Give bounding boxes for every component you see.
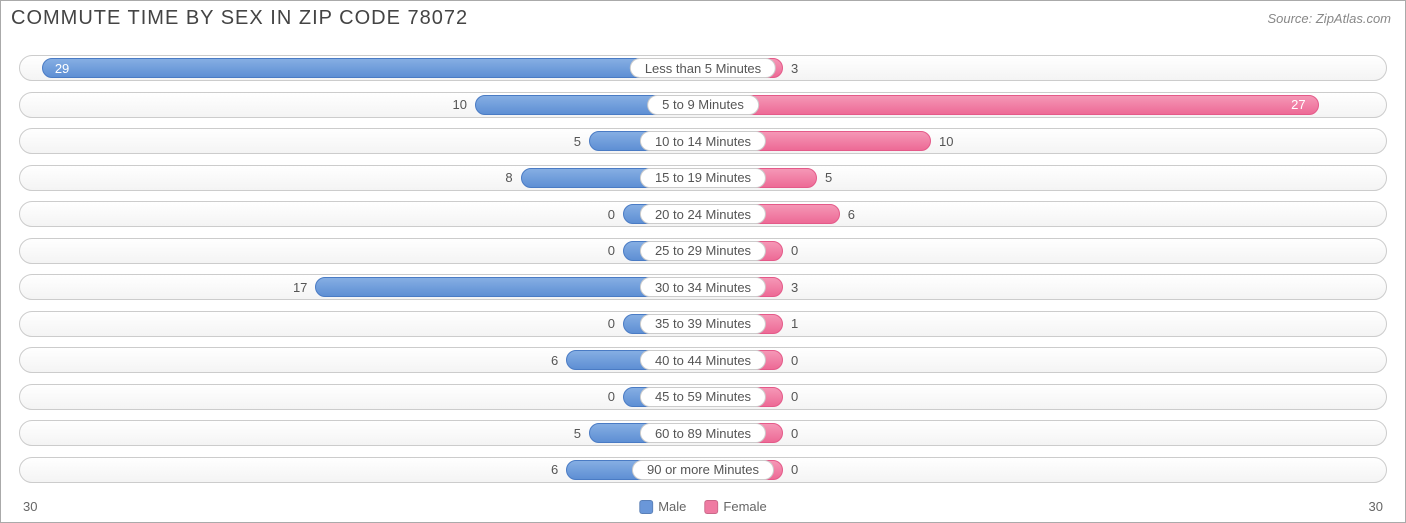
source-attribution: Source: ZipAtlas.com xyxy=(1267,11,1391,26)
category-label: 25 to 29 Minutes xyxy=(640,241,766,261)
bar-row: 6 0 90 or more Minutes xyxy=(19,457,1387,483)
bar-row: 0 0 45 to 59 Minutes xyxy=(19,384,1387,410)
female-value: 0 xyxy=(783,385,806,409)
male-value: 0 xyxy=(600,312,623,336)
female-value: 6 xyxy=(840,202,863,226)
legend-item-male: Male xyxy=(639,499,686,514)
male-value: 17 xyxy=(285,275,315,299)
category-label: 30 to 34 Minutes xyxy=(640,277,766,297)
bar-row: 10 27 5 to 9 Minutes xyxy=(19,92,1387,118)
male-value: 0 xyxy=(600,385,623,409)
male-value: 8 xyxy=(497,166,520,190)
male-value: 0 xyxy=(600,202,623,226)
female-value: 3 xyxy=(783,56,806,80)
bar-row: 29 3 Less than 5 Minutes xyxy=(19,55,1387,81)
female-bar: 27 xyxy=(703,95,1319,115)
female-value: 1 xyxy=(783,312,806,336)
axis-max-left: 30 xyxy=(23,499,37,514)
male-value: 10 xyxy=(445,93,475,117)
legend-swatch-female xyxy=(704,500,718,514)
category-label: 35 to 39 Minutes xyxy=(640,314,766,334)
bar-rows: 293Less than 5 Minutes10275 to 9 Minutes… xyxy=(19,55,1387,493)
chart-footer: 30 Male Female 30 xyxy=(19,494,1387,514)
male-value: 5 xyxy=(566,129,589,153)
legend-label-female: Female xyxy=(723,499,766,514)
female-value: 5 xyxy=(817,166,840,190)
female-value: 0 xyxy=(783,458,806,482)
chart-container: COMMUTE TIME BY SEX IN ZIP CODE 78072 So… xyxy=(0,0,1406,523)
bar-row: 6 0 40 to 44 Minutes xyxy=(19,347,1387,373)
female-value: 3 xyxy=(783,275,806,299)
legend-swatch-male xyxy=(639,500,653,514)
bar-row: 0 1 35 to 39 Minutes xyxy=(19,311,1387,337)
male-value: 6 xyxy=(543,348,566,372)
male-value: 5 xyxy=(566,421,589,445)
male-value: 6 xyxy=(543,458,566,482)
bar-row: 17 3 30 to 34 Minutes xyxy=(19,274,1387,300)
category-label: 15 to 19 Minutes xyxy=(640,168,766,188)
chart-title: COMMUTE TIME BY SEX IN ZIP CODE 78072 xyxy=(11,7,468,30)
female-value: 27 xyxy=(1283,96,1313,114)
category-label: 45 to 59 Minutes xyxy=(640,387,766,407)
bar-row: 8 5 15 to 19 Minutes xyxy=(19,165,1387,191)
male-value: 0 xyxy=(600,239,623,263)
legend-label-male: Male xyxy=(658,499,686,514)
male-bar: 29 xyxy=(42,58,703,78)
bar-row: 5 10 10 to 14 Minutes xyxy=(19,128,1387,154)
legend-item-female: Female xyxy=(704,499,766,514)
category-label: 90 or more Minutes xyxy=(632,460,774,480)
category-label: 10 to 14 Minutes xyxy=(640,131,766,151)
female-value: 0 xyxy=(783,239,806,263)
female-value: 10 xyxy=(931,129,961,153)
category-label: 5 to 9 Minutes xyxy=(647,95,759,115)
female-value: 0 xyxy=(783,348,806,372)
female-value: 0 xyxy=(783,421,806,445)
category-label: 60 to 89 Minutes xyxy=(640,423,766,443)
category-label: 20 to 24 Minutes xyxy=(640,204,766,224)
category-label: 40 to 44 Minutes xyxy=(640,350,766,370)
axis-max-right: 30 xyxy=(1369,499,1383,514)
category-label: Less than 5 Minutes xyxy=(630,58,776,78)
male-value: 29 xyxy=(47,59,77,77)
legend: Male Female xyxy=(639,499,767,514)
bar-row: 0 6 20 to 24 Minutes xyxy=(19,201,1387,227)
bar-row: 5 0 60 to 89 Minutes xyxy=(19,420,1387,446)
bar-row: 0 0 25 to 29 Minutes xyxy=(19,238,1387,264)
